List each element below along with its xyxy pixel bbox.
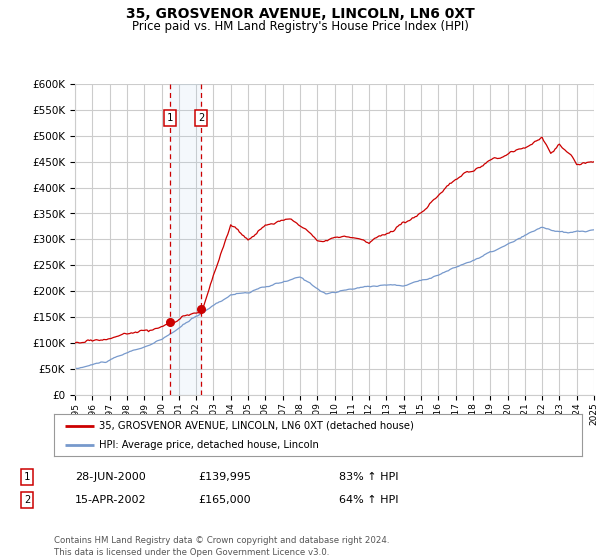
Text: Contains HM Land Registry data © Crown copyright and database right 2024.
This d: Contains HM Land Registry data © Crown c… <box>54 536 389 557</box>
Text: 1: 1 <box>167 113 173 123</box>
Text: Price paid vs. HM Land Registry's House Price Index (HPI): Price paid vs. HM Land Registry's House … <box>131 20 469 32</box>
Text: 1: 1 <box>24 472 30 482</box>
Text: £139,995: £139,995 <box>198 472 251 482</box>
Text: 35, GROSVENOR AVENUE, LINCOLN, LN6 0XT: 35, GROSVENOR AVENUE, LINCOLN, LN6 0XT <box>125 7 475 21</box>
Text: 64% ↑ HPI: 64% ↑ HPI <box>339 495 398 505</box>
Text: 28-JUN-2000: 28-JUN-2000 <box>75 472 146 482</box>
Text: 15-APR-2002: 15-APR-2002 <box>75 495 146 505</box>
Text: 2: 2 <box>24 495 30 505</box>
Text: £165,000: £165,000 <box>198 495 251 505</box>
Bar <box>170 84 201 395</box>
Text: 35, GROSVENOR AVENUE, LINCOLN, LN6 0XT (detached house): 35, GROSVENOR AVENUE, LINCOLN, LN6 0XT (… <box>99 421 414 431</box>
Text: HPI: Average price, detached house, Lincoln: HPI: Average price, detached house, Linc… <box>99 440 319 450</box>
Text: 83% ↑ HPI: 83% ↑ HPI <box>339 472 398 482</box>
Text: 2: 2 <box>198 113 204 123</box>
